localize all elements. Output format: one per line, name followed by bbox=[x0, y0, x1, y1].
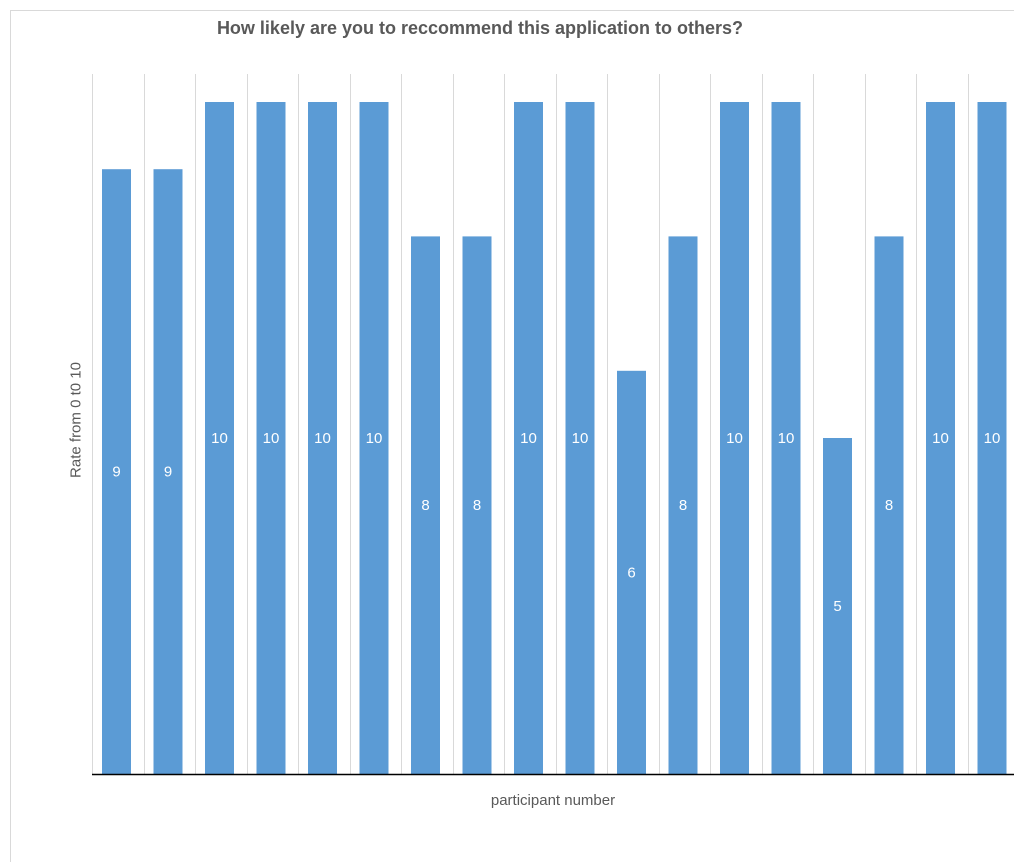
bar-data-label: 10 bbox=[984, 430, 1001, 447]
bar-data-label: 6 bbox=[627, 564, 635, 581]
bar-data-label: 10 bbox=[932, 430, 949, 447]
bar bbox=[102, 169, 131, 774]
bar-data-label: 5 bbox=[833, 598, 841, 615]
bar-data-label: 10 bbox=[778, 430, 795, 447]
bar bbox=[771, 102, 801, 774]
bar bbox=[874, 236, 904, 774]
bar-data-label: 10 bbox=[314, 430, 331, 447]
bar bbox=[359, 102, 389, 774]
bar bbox=[514, 102, 543, 774]
bar-data-label: 8 bbox=[679, 497, 687, 514]
bar bbox=[823, 438, 852, 774]
bar-data-label: 9 bbox=[112, 464, 120, 481]
bar-data-label: 10 bbox=[211, 430, 228, 447]
bar bbox=[977, 102, 1007, 774]
bar-data-label: 8 bbox=[421, 497, 429, 514]
bar bbox=[411, 236, 440, 774]
bar-data-label: 8 bbox=[885, 497, 893, 514]
bar bbox=[256, 102, 286, 774]
chart-frame bbox=[10, 10, 1014, 862]
bar bbox=[926, 102, 955, 774]
bar-data-label: 10 bbox=[263, 430, 280, 447]
bar bbox=[720, 102, 749, 774]
chart-title: How likely are you to reccommend this ap… bbox=[216, 18, 744, 38]
x-axis-label: participant number bbox=[490, 792, 616, 809]
bar-data-label: 10 bbox=[366, 430, 383, 447]
bar-data-label: 10 bbox=[572, 430, 589, 447]
bar-data-label: 10 bbox=[520, 430, 537, 447]
bar bbox=[205, 102, 234, 774]
bar bbox=[153, 169, 183, 774]
bar-data-label: 9 bbox=[164, 464, 172, 481]
bar bbox=[668, 236, 698, 774]
bar bbox=[617, 370, 646, 774]
bar bbox=[462, 236, 492, 774]
bar bbox=[308, 102, 337, 774]
bar-data-label: 10 bbox=[726, 430, 743, 447]
bar bbox=[565, 102, 595, 774]
bar-data-label: 8 bbox=[473, 497, 481, 514]
